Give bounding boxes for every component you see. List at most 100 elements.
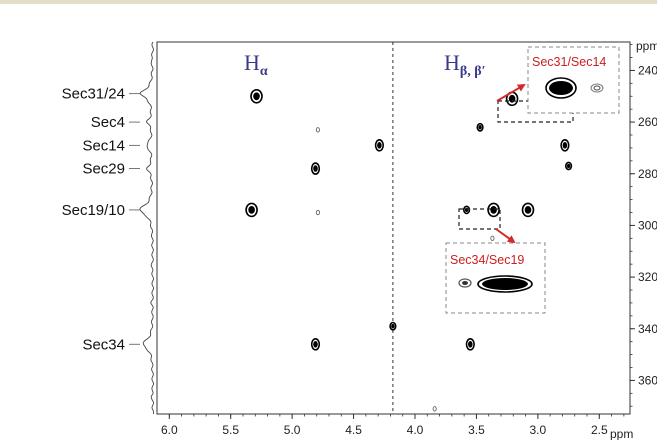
inset-bottom-peak-small [458, 278, 472, 288]
h-alpha-header: Hα [244, 50, 268, 79]
plot-frame [156, 41, 631, 415]
cross-peak [465, 337, 475, 351]
x-tick-label: 3.0 [530, 423, 547, 437]
peak-contour [564, 161, 573, 171]
arrow-to-inset-bottom [495, 228, 516, 244]
cross-peak [310, 162, 321, 175]
peak-contour [245, 202, 258, 218]
peak-core [313, 341, 318, 348]
x-tick-label: 5.0 [284, 423, 301, 437]
residue-label: Sec14 [82, 137, 125, 154]
peak-core [377, 142, 382, 149]
peak-contour [310, 162, 321, 175]
inset-bottom-frame [445, 242, 546, 314]
arrow-to-inset-top [496, 83, 526, 102]
y-tick-label: 300 [638, 218, 657, 232]
inset-top-frame [527, 46, 620, 114]
cross-peak [245, 202, 258, 218]
residue-label: Sec34 [82, 336, 125, 353]
peak-core [478, 125, 482, 130]
peak-core [253, 92, 260, 101]
top-accent-bar [0, 0, 657, 4]
cross-peak [564, 161, 573, 171]
y-tick-label: 260 [638, 115, 657, 129]
peak-core [566, 163, 571, 169]
y-tick-label: 340 [638, 322, 657, 336]
cross-peak [490, 235, 495, 241]
x-tick-label: 2.5 [591, 423, 608, 437]
x-axis-ticks: 6.0 5.5 5.0 4.5 4.0 3.5 3.0 2.5 [161, 414, 625, 437]
peak-contour [490, 235, 495, 241]
y-tick-label: 280 [638, 167, 657, 181]
cross-peak [487, 202, 500, 218]
residue-label: Sec4 [91, 114, 125, 131]
peak-contour [465, 337, 475, 351]
peak-contour [310, 337, 321, 351]
inset-top-peak-large-ring [545, 77, 577, 99]
inset-top-peak-large-core [549, 81, 573, 95]
cross-peak [476, 122, 484, 132]
inset-top-peak-small [590, 83, 604, 93]
cross-peak [389, 321, 397, 331]
y-tick-label: 240 [638, 63, 657, 77]
inset-top-peak-small-core [593, 85, 601, 91]
inset-bottom-peak-large-ring [477, 275, 533, 293]
y-tick-label: 320 [638, 270, 657, 284]
inset-bottom-peak-small-ring [458, 278, 472, 288]
inset-top-peak-large [545, 77, 577, 99]
residue-label: Sec29 [82, 161, 125, 178]
highlight-box-bottom [458, 208, 501, 230]
x-axis-unit: ppm [610, 427, 633, 440]
cross-peak [521, 202, 535, 218]
peak-core [468, 341, 473, 348]
x-tick-label: 4.5 [345, 423, 362, 437]
cross-peak [315, 209, 320, 216]
y-tick-label: 360 [638, 373, 657, 387]
peak-contour [476, 122, 484, 132]
inset-bottom-label: Sec34/Sec19 [450, 253, 524, 267]
x-tick-label: 4.0 [407, 423, 424, 437]
residue-label: Sec31/24 [62, 86, 125, 103]
peak-contour [487, 202, 500, 218]
x-tick-label: 3.5 [468, 423, 485, 437]
peak-core [464, 207, 469, 213]
inset-top-peak-small-ring [590, 83, 604, 93]
peak-core [248, 206, 255, 214]
peak-core [391, 324, 395, 329]
cross-peaks [245, 89, 573, 412]
cross-peak [374, 139, 384, 152]
f1-projection-trace [139, 41, 155, 415]
peak-contour [463, 205, 471, 215]
inset-top: Sec31/Sec14 [527, 46, 620, 114]
peak-contour [432, 406, 437, 412]
peak-contour [315, 127, 320, 133]
inset-bottom: Sec34/Sec19 [445, 242, 546, 314]
cross-peak [315, 127, 320, 133]
peak-core [490, 206, 497, 214]
peak-contour [315, 209, 320, 216]
cross-peak [250, 89, 263, 104]
inset-bottom-peak-large-core [482, 278, 528, 290]
cross-peak [310, 337, 321, 351]
peak-core [524, 206, 532, 214]
inset-top-label: Sec31/Sec14 [532, 55, 606, 69]
peak-core [562, 142, 568, 149]
x-tick-label: 6.0 [161, 423, 178, 437]
h-beta-header: Hβ, β′ [444, 50, 486, 79]
inset-bottom-peak-large [477, 275, 533, 293]
residue-label: Sec19/10 [62, 202, 125, 219]
inset-bottom-peak-small-core [462, 281, 468, 285]
peak-contour [389, 321, 397, 331]
peak-core [313, 165, 318, 172]
peak-contour [521, 202, 535, 218]
peak-contour [374, 139, 384, 152]
peak-contour [560, 139, 570, 152]
cross-peak [463, 205, 471, 215]
residue-labels: Sec31/24 Sec4 Sec14 Sec29 Sec19/10 Sec34 [62, 86, 140, 353]
cross-peak [560, 139, 570, 152]
cross-peak [432, 406, 437, 412]
x-tick-label: 5.5 [222, 423, 239, 437]
y-axis-unit: ppm [636, 39, 657, 53]
peak-contour [250, 89, 263, 104]
